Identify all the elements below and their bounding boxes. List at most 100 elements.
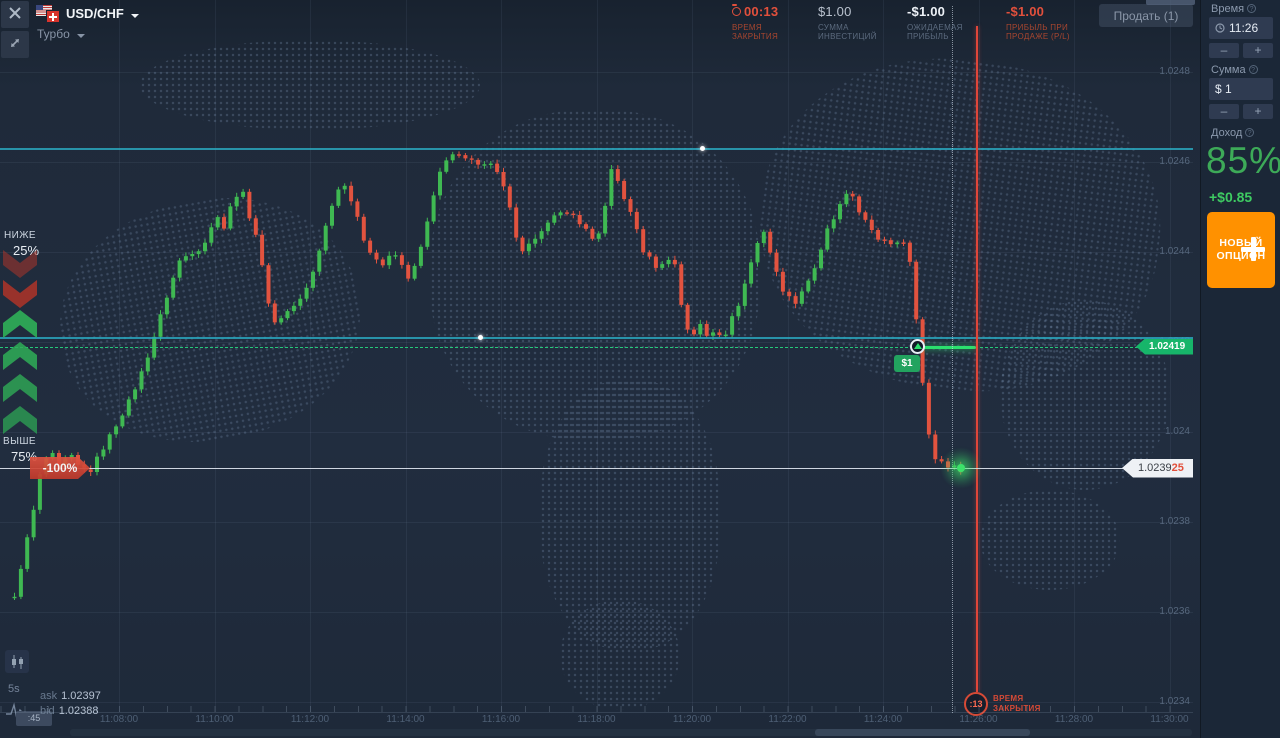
grid-line-horizontal [0,252,1193,253]
collapse-button[interactable] [1,31,29,58]
timeframe-label[interactable]: 5s [8,683,20,695]
time-axis-ticks [0,706,1193,712]
grid-line-horizontal [0,702,1193,703]
amount-label: Сумма [1211,64,1246,76]
sell-button[interactable]: Продать (1) [1099,4,1193,27]
grid-line-vertical [1074,0,1075,712]
time-axis-line [0,712,1193,713]
closing-countdown: 00:13 [744,4,779,19]
grid-line-vertical [883,0,884,712]
grid-line-vertical [978,0,980,712]
grid-line-vertical [214,0,216,712]
price-tag-main: 1.0239 [1138,461,1172,474]
arrow-up-icon [913,343,922,349]
time-tick-label: 11:16:00 [481,714,521,725]
lower-label: НИЖЕ [4,230,36,241]
price-tick-label: 1.0236 [1159,605,1190,617]
option-expiry-segment [918,345,976,349]
close-icon [9,7,21,19]
candlestick-chart [12,151,963,600]
instrument-type[interactable]: Турбо [37,27,70,41]
stake-tag: $1 [894,354,920,372]
closing-time-stat: 00:13 ВРЕМЯ ЗАКРЫТИЯ [732,4,779,41]
pulse-icon[interactable] [4,700,26,722]
higher-label: ВЫШЕ [3,436,36,447]
time-tick-label: 11:08:00 [99,714,139,725]
expected-profit-value: -$1.00 [907,4,946,19]
time-tick-label: 11:30:00 [1150,714,1189,725]
time-decrease-button[interactable]: – [1209,43,1239,58]
candles-icon [12,654,23,669]
help-icon[interactable]: ? [1247,4,1257,13]
time-tick-label: 11:22:00 [768,714,807,725]
diagonal-arrows-icon [11,39,19,47]
current-price-line [0,468,1123,469]
help-icon[interactable]: ? [1248,65,1258,74]
grid-line-vertical [596,0,598,712]
payout-label: Доход [1211,127,1243,139]
investment-value: $1.00 [818,4,852,19]
price-tick-label: 1.0234 [1159,695,1190,707]
amount-input[interactable]: $ 1 [1209,78,1273,100]
grid-line-horizontal [0,342,1193,343]
expected-profit-stat: -$1.00 ОЖИДАЕМАЯ ПРИБЫЛЬ [907,4,963,41]
asset-symbol[interactable]: USD/CHF [66,6,124,21]
resistance-line-handle[interactable] [700,146,705,151]
expiry-time-input[interactable]: 11:26 [1209,17,1273,39]
help-icon[interactable]: ? [1245,128,1255,137]
last-price-marker [957,464,965,472]
close-button[interactable] [1,1,29,28]
grid-line-horizontal [0,162,1193,163]
price-tick-label: 1.0246 [1159,155,1190,167]
chart-type-button[interactable] [5,650,29,673]
time-label: Время [1211,3,1245,15]
chart-area[interactable]: 11:08:00 11:10:00 11:12:00 11:14:00 11:16:00… [0,0,1200,738]
grid-line-vertical [1169,0,1171,712]
strike-price-tag: 1.02419 [1136,338,1193,355]
payout-percent: 85% [1206,140,1280,181]
sell-pl-stat: -$1.00 ПРИБЫЛЬ ПРИ ПРОДАЖЕ (P/L) [1006,4,1070,41]
time-tick-label: 11:12:00 [290,714,330,725]
time-tick-label: 11:20:00 [672,714,712,725]
chart-scrollbar-track[interactable] [70,729,1192,736]
support-line[interactable] [0,336,1193,339]
time-tick-label: 11:14:00 [386,714,425,725]
grid-line-vertical [501,0,502,712]
support-line-handle[interactable] [478,335,483,340]
payout-amount: +$0.85 [1209,189,1253,205]
time-tick-label: 11:24:00 [863,714,903,725]
grid-line-horizontal [0,522,1193,523]
grid-line-vertical [787,0,789,712]
chf-flag-icon [46,10,60,23]
price-tick-label: 1.0248 [1159,65,1190,77]
chart-start-time-tag: :45 [16,711,52,726]
expiry-time-line [976,26,978,692]
direction-chevrons [3,250,37,434]
grid-line-vertical [310,0,311,712]
resistance-line[interactable] [0,147,1193,150]
chevron-down-icon[interactable] [131,14,139,18]
expiry-label: ВРЕМЯ ЗАКРЫТИЯ [993,694,1040,713]
chevron-down-icon[interactable] [77,34,85,38]
time-increase-button[interactable]: + [1243,43,1273,58]
sell-pl-value: -$1.00 [1006,4,1045,19]
time-tick-label: 11:28:00 [1054,714,1094,725]
grid-line-vertical [692,0,693,712]
time-tick-label: 11:10:00 [195,714,234,725]
expiry-time-value: 11:26 [1229,21,1259,35]
strike-price-line [0,346,1193,348]
current-time-line [952,6,953,713]
amount-decrease-button[interactable]: – [1209,104,1239,119]
trade-panel: Время? 11:26 – + Сумма? $ 1 – + Доход? 8… [1200,0,1280,738]
chart-scrollbar-thumb[interactable] [815,729,1030,736]
grid-line-horizontal [0,612,1193,613]
bid-value: 1.02388 [59,705,99,717]
new-option-button[interactable]: НОВЫЙ ОПЦИОН [1207,212,1275,288]
amount-increase-button[interactable]: + [1243,104,1273,119]
timer-icon [732,4,741,16]
price-tick-label: 1.0238 [1159,515,1190,527]
usd-flag-icon [36,5,52,16]
call-option-marker[interactable] [910,338,925,354]
expiry-countdown-badge: :13 [964,692,988,716]
